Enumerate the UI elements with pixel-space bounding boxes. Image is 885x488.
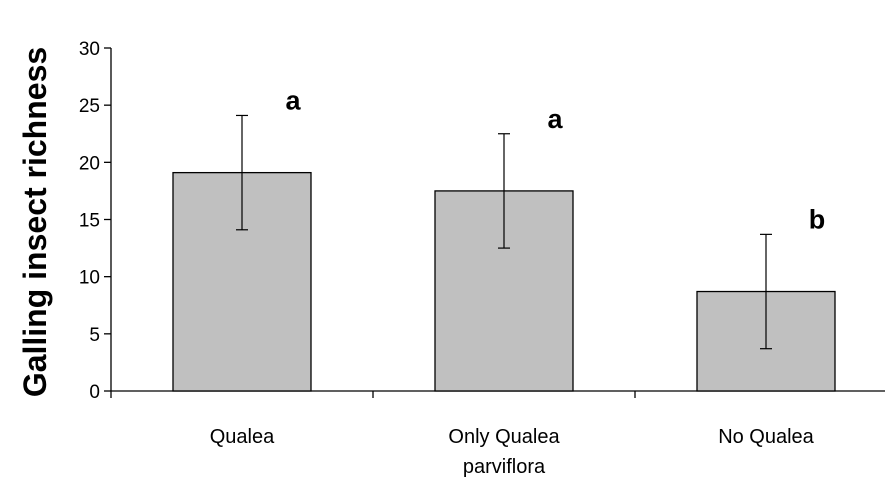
category-label: No Qualea [718,426,814,448]
y-axis-label: Galling insect richness [17,47,53,397]
y-tick-label: 15 [79,211,100,232]
y-tick-label: 20 [79,153,100,174]
significance-label: b [809,204,826,234]
category-label: Qualea [210,426,275,448]
y-tick-label: 30 [79,39,100,60]
significance-label: a [285,85,301,115]
category-label: parviflora [463,456,546,478]
y-tick-label: 0 [89,382,100,403]
significance-label: a [547,104,563,134]
y-tick-label: 10 [79,268,100,289]
plot-area: 0 5 10 15 20 25 30 a Qualea a Only Qualea parviflor… [79,39,885,478]
category-label: Only Qualea [448,426,560,448]
y-tick-label: 25 [79,96,100,117]
y-tick-label: 5 [89,325,100,346]
